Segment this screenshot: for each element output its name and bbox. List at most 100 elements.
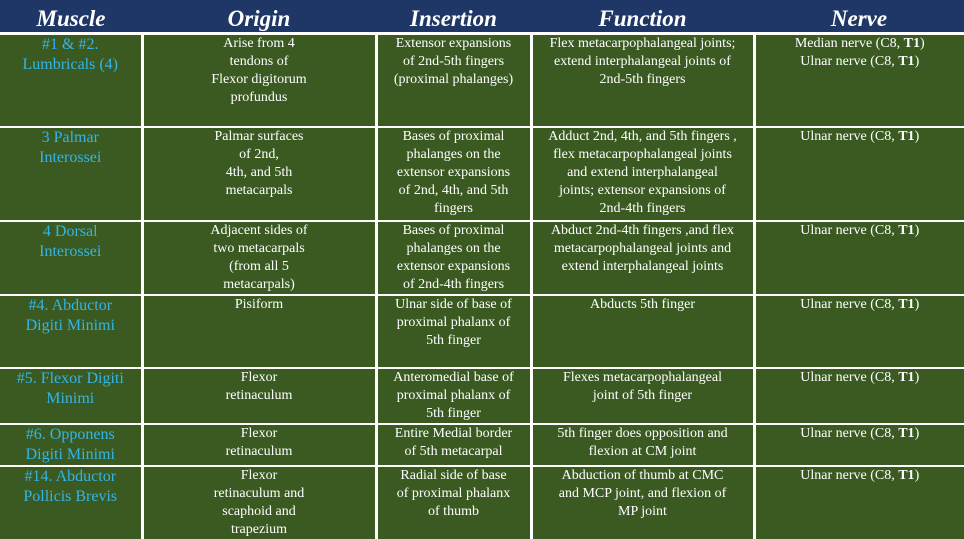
cell-line: Pisiform bbox=[144, 296, 375, 314]
cell-line: 2nd-4th fingers bbox=[533, 200, 753, 218]
cell-line: proximal phalanx of bbox=[378, 387, 530, 405]
cell-line: 5th finger bbox=[378, 405, 530, 423]
cell-line: metacarpals) bbox=[144, 276, 375, 294]
cell-line: Interossei bbox=[0, 242, 141, 262]
nerve-text: ) bbox=[915, 129, 920, 144]
nerve-root-bold: T1 bbox=[904, 36, 920, 51]
nerve-line: Median nerve (C8, T1) bbox=[756, 35, 964, 53]
cell-line: Entire Medial border bbox=[378, 425, 530, 443]
nerve-line: Ulnar nerve (C8, T1) bbox=[756, 296, 964, 314]
cell-line: scaphoid and bbox=[144, 503, 375, 521]
cell-line: Flexes metacarpophalangeal bbox=[533, 369, 753, 387]
nerve-cell: Ulnar nerve (C8, T1) bbox=[754, 424, 964, 466]
cell-line: flexion at CM joint bbox=[533, 443, 753, 461]
nerve-text: ) bbox=[915, 426, 920, 441]
cell-line: (from all 5 bbox=[144, 258, 375, 276]
nerve-line: Ulnar nerve (C8, T1) bbox=[756, 467, 964, 485]
nerve-line: Ulnar nerve (C8, T1) bbox=[756, 222, 964, 240]
nerve-text: Ulnar nerve (C8, bbox=[800, 468, 898, 483]
nerve-line: Ulnar nerve (C8, T1) bbox=[756, 128, 964, 146]
cell-line: Abduct 2nd-4th fingers ,and flex bbox=[533, 222, 753, 240]
cell-line: Pollicis Brevis bbox=[0, 487, 141, 507]
cell-line: phalanges on the bbox=[378, 240, 530, 258]
cell-line: proximal phalanx of bbox=[378, 314, 530, 332]
cell-line: #14. Abductor bbox=[0, 467, 141, 487]
cell-line: metacarpals bbox=[144, 182, 375, 200]
nerve-text: Ulnar nerve (C8, bbox=[800, 54, 898, 69]
cell-line: #5. Flexor Digiti bbox=[0, 369, 141, 389]
cell-line: and extend interphalangeal bbox=[533, 164, 753, 182]
cell-line: Minimi bbox=[0, 389, 141, 409]
cell-line: Flexor bbox=[144, 425, 375, 443]
nerve-root-bold: T1 bbox=[898, 426, 914, 441]
header-origin: Origin bbox=[142, 0, 376, 34]
nerve-cell: Median nerve (C8, T1)Ulnar nerve (C8, T1… bbox=[754, 34, 964, 127]
cell-line: Flex metacarpophalangeal joints; bbox=[533, 35, 753, 53]
cell-line: of 2nd-5th fingers bbox=[378, 53, 530, 71]
cell-line: #1 & #2. bbox=[0, 35, 141, 55]
cell-line: Interossei bbox=[0, 148, 141, 168]
cell-line: Flexor bbox=[144, 467, 375, 485]
cell-line: tendons of bbox=[144, 53, 375, 71]
nerve-text: ) bbox=[920, 36, 925, 51]
cell-line: 3 Palmar bbox=[0, 128, 141, 148]
nerve-root-bold: T1 bbox=[898, 468, 914, 483]
cell-line: Flexor digitorum bbox=[144, 71, 375, 89]
cell-line: #4. Abductor bbox=[0, 296, 141, 316]
cell-line: trapezium bbox=[144, 521, 375, 539]
header-muscle: Muscle bbox=[0, 0, 142, 34]
cell-line: Abduction of thumb at CMC bbox=[533, 467, 753, 485]
cell-line: extensor expansions bbox=[378, 258, 530, 276]
cell-line: Adjacent sides of bbox=[144, 222, 375, 240]
cell-line: fingers bbox=[378, 200, 530, 218]
nerve-text: ) bbox=[915, 54, 920, 69]
cell-line: Extensor expansions bbox=[378, 35, 530, 53]
cell-line: extend interphalangeal joints of bbox=[533, 53, 753, 71]
cell-line: Bases of proximal bbox=[378, 222, 530, 240]
nerve-root-bold: T1 bbox=[898, 54, 914, 69]
nerve-line: Ulnar nerve (C8, T1) bbox=[756, 369, 964, 387]
cell-line: #6. Opponens bbox=[0, 425, 141, 445]
nerve-root-bold: T1 bbox=[898, 223, 914, 238]
cell-line: of proximal phalanx bbox=[378, 485, 530, 503]
cell-line: of 2nd, bbox=[144, 146, 375, 164]
cell-line: extensor expansions bbox=[378, 164, 530, 182]
nerve-text: Ulnar nerve (C8, bbox=[800, 370, 898, 385]
cell-line: Digiti Minimi bbox=[0, 316, 141, 336]
cell-line: of 2nd, 4th, and 5th bbox=[378, 182, 530, 200]
nerve-cell: Ulnar nerve (C8, T1) bbox=[754, 221, 964, 295]
function-cell: Adduct 2nd, 4th, and 5th fingers ,flex m… bbox=[531, 127, 754, 221]
nerve-text: ) bbox=[915, 370, 920, 385]
nerve-text: Median nerve (C8, bbox=[795, 36, 904, 51]
cell-line: of 2nd-4th fingers bbox=[378, 276, 530, 294]
header-function: Function bbox=[531, 0, 754, 34]
cell-line: flex metacarpophalangeal joints bbox=[533, 146, 753, 164]
nerve-root-bold: T1 bbox=[898, 370, 914, 385]
nerve-text: ) bbox=[915, 297, 920, 312]
cell-line: of thumb bbox=[378, 503, 530, 521]
nerve-line: Ulnar nerve (C8, T1) bbox=[756, 425, 964, 443]
nerve-cell: Ulnar nerve (C8, T1) bbox=[754, 127, 964, 221]
cell-line: (proximal phalanges) bbox=[378, 71, 530, 89]
cell-line: extend interphalangeal joints bbox=[533, 258, 753, 276]
